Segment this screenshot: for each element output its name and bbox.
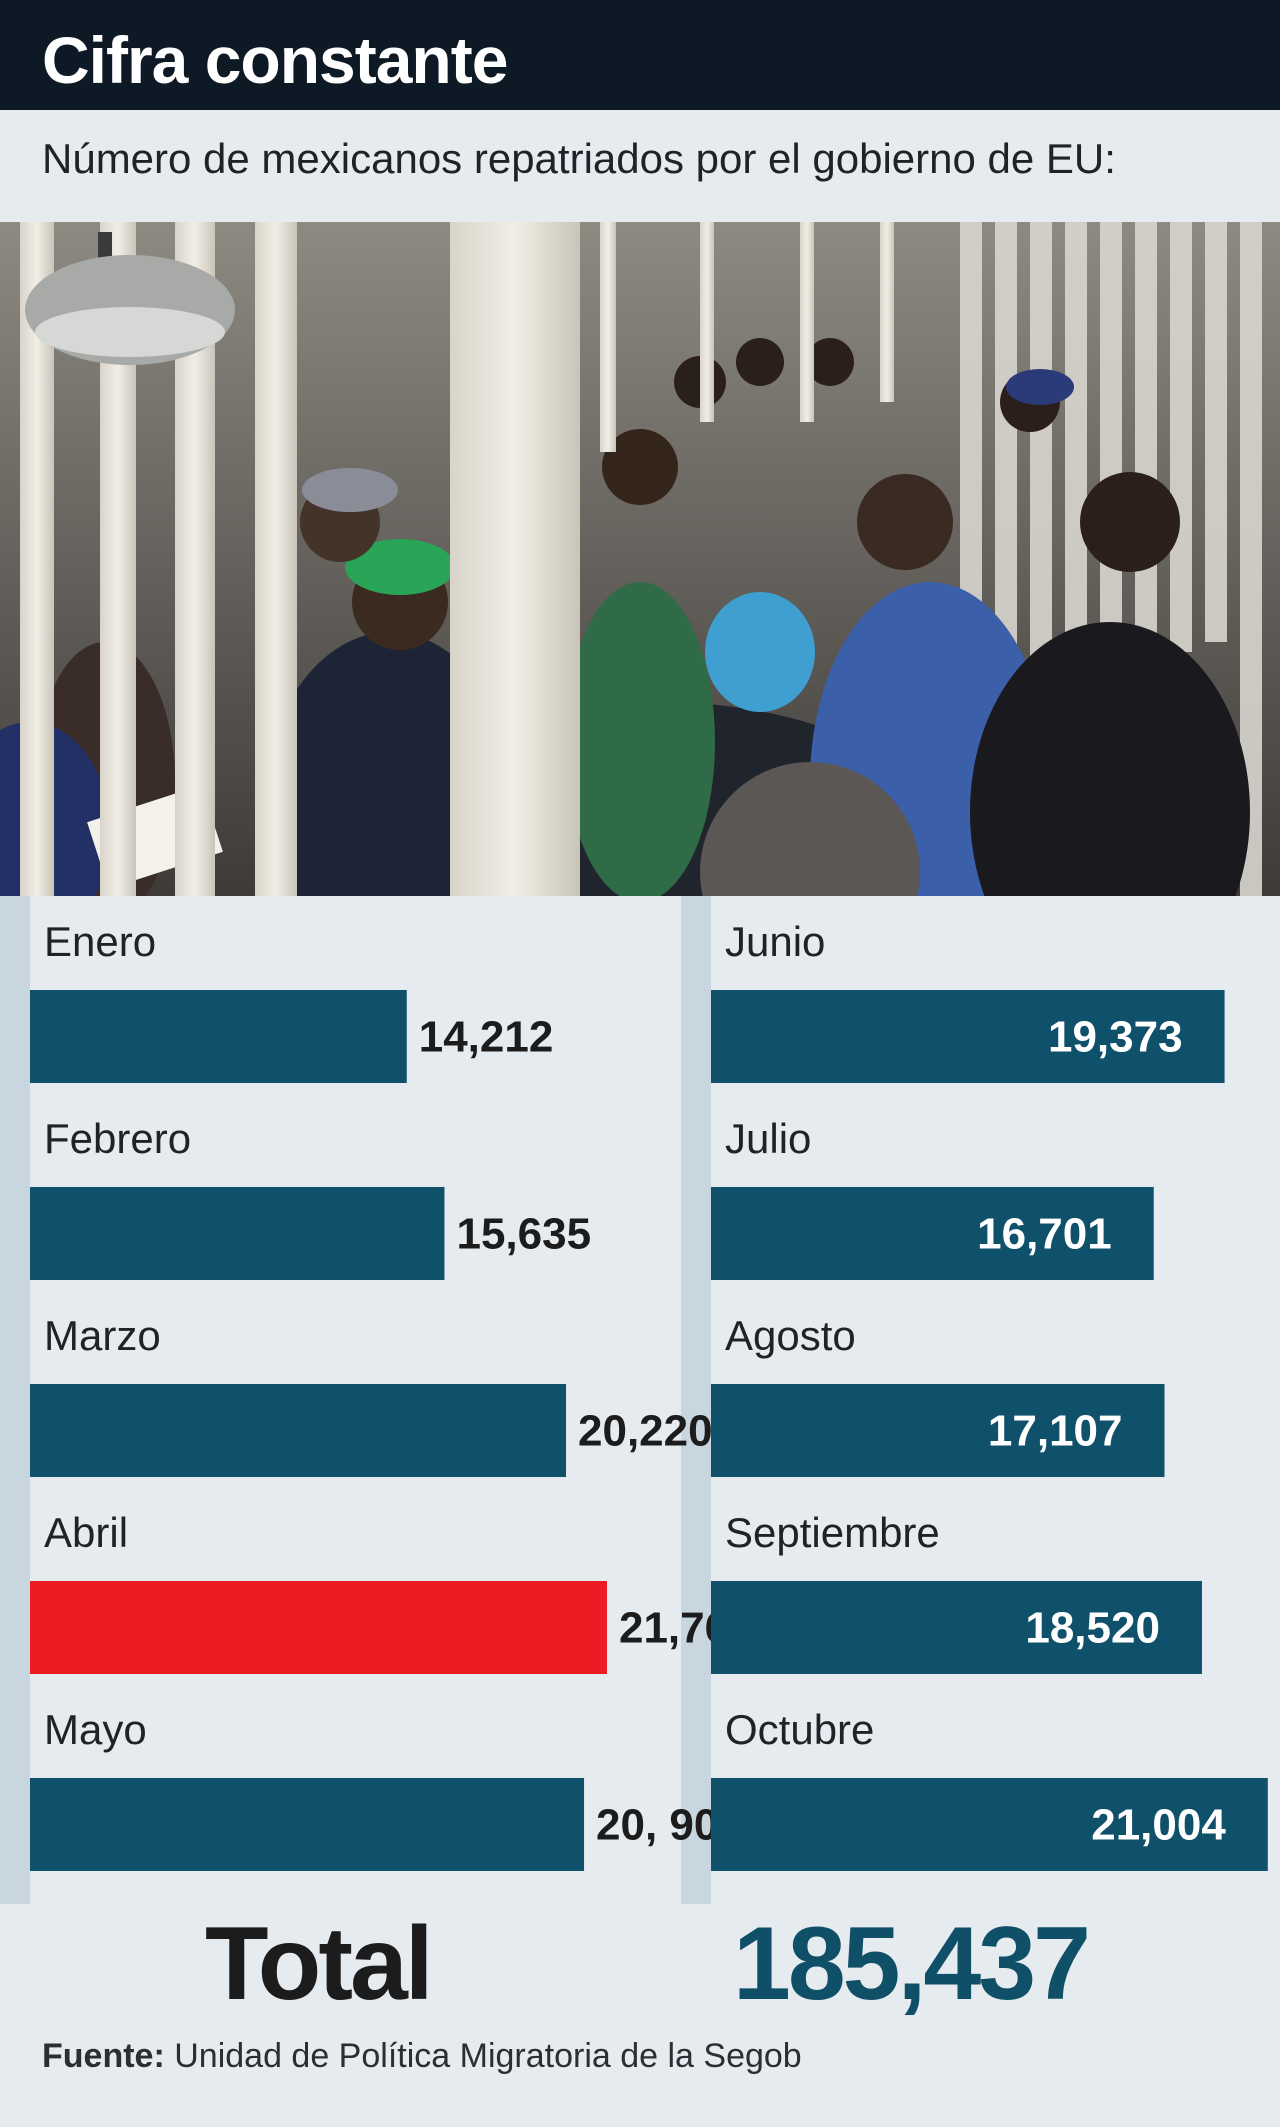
value-label-febrero: 15,635 (456, 1210, 591, 1259)
value-label-julio: 16,701 (977, 1210, 1112, 1259)
left-column-rule (0, 896, 30, 1904)
bar-marzo (30, 1384, 567, 1477)
category-label-agosto: Agosto (725, 1312, 856, 1359)
source-note: Fuente: Unidad de Política Migratoria de… (42, 2037, 802, 2076)
category-label-octubre: Octubre (725, 1706, 874, 1753)
bar-septiembre (711, 1581, 1202, 1674)
category-label-julio: Julio (725, 1115, 811, 1162)
header-bar: Cifra constante (0, 0, 1280, 110)
subtitle-band (0, 110, 1280, 222)
bar-agosto (711, 1384, 1165, 1477)
value-label-agosto: 17,107 (988, 1407, 1123, 1456)
bar-febrero (30, 1187, 445, 1280)
bar-julio (711, 1187, 1154, 1280)
bar-mayo (30, 1778, 585, 1871)
bar-abril (30, 1581, 607, 1674)
photo-crowd-at-gate-icon (0, 222, 1280, 896)
category-label-junio: Junio (725, 918, 825, 965)
right-column-rule (681, 896, 711, 1904)
value-label-septiembre: 18,520 (1025, 1604, 1160, 1653)
value-label-junio: 19,373 (1048, 1013, 1183, 1062)
total-label: Total (205, 1906, 434, 2022)
bar-chart: Enero 14,212 Febrero 15,635 Marzo 20,220 Abril… (0, 896, 1280, 1906)
bar-chart-svg: Enero 14,212 Febrero 15,635 Marzo 20,220 Abril… (0, 896, 1280, 1906)
category-label-septiembre: Septiembre (725, 1509, 940, 1556)
source-text: Unidad de Política Migratoria de la Sego… (164, 2037, 802, 2075)
bar-octubre (711, 1778, 1268, 1871)
category-label-febrero: Febrero (44, 1115, 191, 1162)
category-label-enero: Enero (44, 918, 156, 965)
category-label-mayo: Mayo (44, 1706, 147, 1753)
bar-junio (711, 990, 1225, 1083)
category-label-marzo: Marzo (44, 1312, 161, 1359)
value-label-marzo: 20,220 (578, 1407, 713, 1456)
value-label-enero: 14,212 (419, 1013, 554, 1062)
source-label: Fuente: (42, 2037, 165, 2075)
category-label-abril: Abril (44, 1509, 128, 1556)
total-value: 185,437 (733, 1906, 1091, 2022)
bar-enero (30, 990, 407, 1083)
value-label-octubre: 21,004 (1091, 1801, 1226, 1850)
page-title: Cifra constante (42, 23, 508, 97)
chart-subtitle: Número de mexicanos repatriados por el g… (42, 135, 1116, 182)
